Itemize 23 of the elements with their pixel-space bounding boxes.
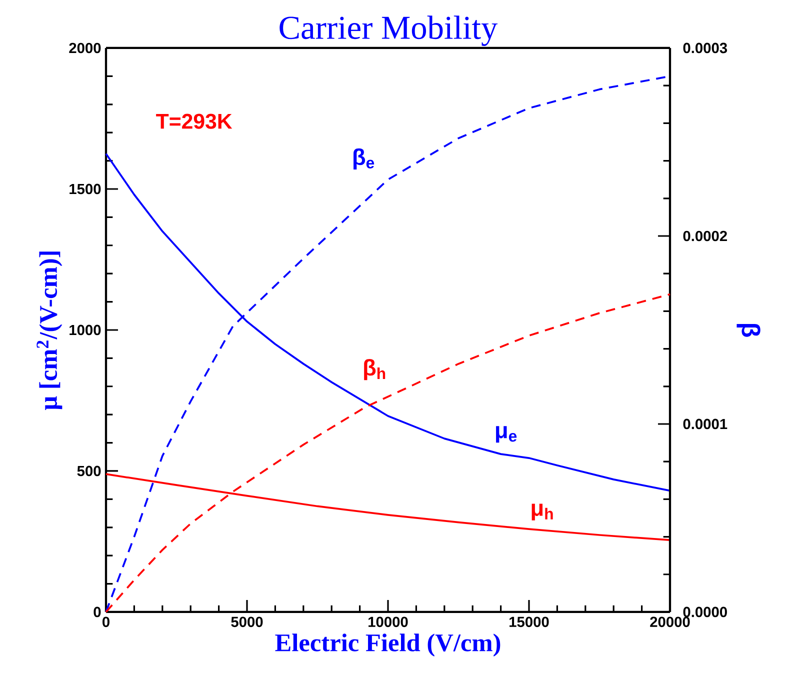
y-tick-label: 1000: [70, 324, 101, 336]
y2-tick-label: 0.0002: [683, 230, 727, 242]
series-label: μ$_{h}$: [532, 504, 553, 520]
x-tick-label: 20000: [650, 616, 690, 628]
y2-tick-label: 0.0003: [683, 42, 728, 54]
annotation: T=293K: [156, 114, 232, 129]
y2-tick-label: 0.0000: [683, 606, 727, 618]
x-tick-label: 0: [102, 616, 110, 628]
chart-title: Carrier Mobility: [280, 16, 498, 46]
y2-axis-title: β: [736, 324, 760, 337]
x-tick-label: 5000: [231, 616, 263, 628]
y-tick-label: 0: [94, 606, 101, 618]
y-axis-title: μ [cm$^{2}$/(V-cm)]: [36, 252, 62, 410]
y2-tick-label: 0.0001: [683, 418, 728, 430]
x-tick-label: 10000: [368, 616, 408, 628]
series-label: β$_{e}$: [354, 148, 374, 170]
x-axis-title: Electric Field (V/cm): [275, 634, 500, 657]
x-tick-label: 15000: [510, 616, 549, 628]
y-tick-label: 1500: [70, 184, 101, 194]
y-tick-label: 500: [77, 466, 101, 476]
y-tick-label: 2000: [69, 42, 101, 54]
series-label: β$_{h}$: [364, 358, 386, 380]
series-label: μ$_{e}$: [496, 426, 517, 443]
